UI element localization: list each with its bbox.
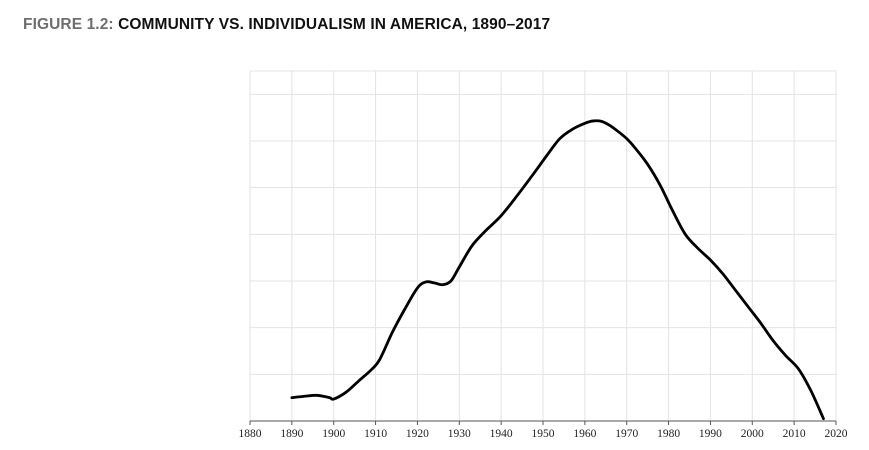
x-tick-label: 1880 [239, 428, 262, 440]
x-tick-label: 1930 [448, 428, 471, 440]
x-tick-label: 2010 [783, 428, 806, 440]
x-tick-label: 2020 [825, 428, 848, 440]
x-tick-label: 1980 [657, 428, 680, 440]
x-tick-label: 2000 [741, 428, 764, 440]
grid [249, 70, 837, 422]
x-tick-label: 1900 [322, 428, 345, 440]
x-tick-label: 1960 [573, 428, 596, 440]
series-group [290, 119, 825, 421]
x-tick-label: 1890 [280, 428, 303, 440]
x-tick-label: 1920 [406, 428, 429, 440]
figure-title: COMMUNITY VS. INDIVIDUALISM IN AMERICA, … [118, 16, 551, 33]
x-tick-label: 1950 [532, 428, 555, 440]
series-line [290, 119, 825, 421]
x-tick-label: 1990 [699, 428, 722, 440]
x-tick-label: 1940 [490, 428, 513, 440]
x-tick-label: 1910 [364, 428, 387, 440]
x-tick-label: 1970 [615, 428, 638, 440]
chart-title: FIGURE 1.2: COMMUNITY VS. INDIVIDUALISM … [23, 16, 550, 34]
figure-number: FIGURE 1.2: [23, 16, 114, 33]
x-axis-ticks: 1880 1890 1900 1910 1920 1930 1940 1950 1960 1970… [239, 421, 848, 440]
